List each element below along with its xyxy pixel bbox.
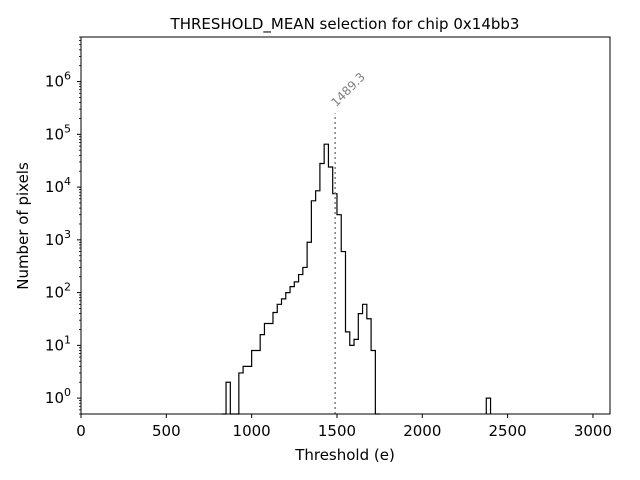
x-tick-label: 2500 — [489, 422, 527, 440]
histogram-step-line — [221, 143, 380, 415]
x-tick-label: 1500 — [318, 422, 356, 440]
y-tick-label: 102 — [45, 281, 71, 302]
plot-area: 1489.30 500 1000 1500 2000 2500 30001001011021… — [45, 36, 612, 440]
x-tick-label: 3000 — [574, 422, 612, 440]
y-tick-label: 101 — [45, 333, 71, 354]
y-axis-label: Number of pixels — [14, 162, 32, 290]
y-tick-label: 104 — [45, 175, 71, 196]
x-tick-label: 0 — [76, 422, 86, 440]
y-tick-label: 106 — [45, 70, 71, 91]
histogram-isolated-bin — [485, 397, 492, 414]
chart-title: THRESHOLD_MEAN selection for chip 0x14bb… — [170, 15, 520, 34]
x-tick-label: 500 — [152, 422, 181, 440]
x-tick-label: 1000 — [233, 422, 271, 440]
y-tick-label: 100 — [45, 386, 71, 407]
plot-frame — [80, 36, 611, 415]
x-tick-label: 2000 — [403, 422, 441, 440]
y-tick-label: 103 — [45, 228, 71, 249]
y-tick-label: 105 — [45, 122, 71, 143]
x-axis-label: Threshold (e) — [294, 446, 395, 464]
